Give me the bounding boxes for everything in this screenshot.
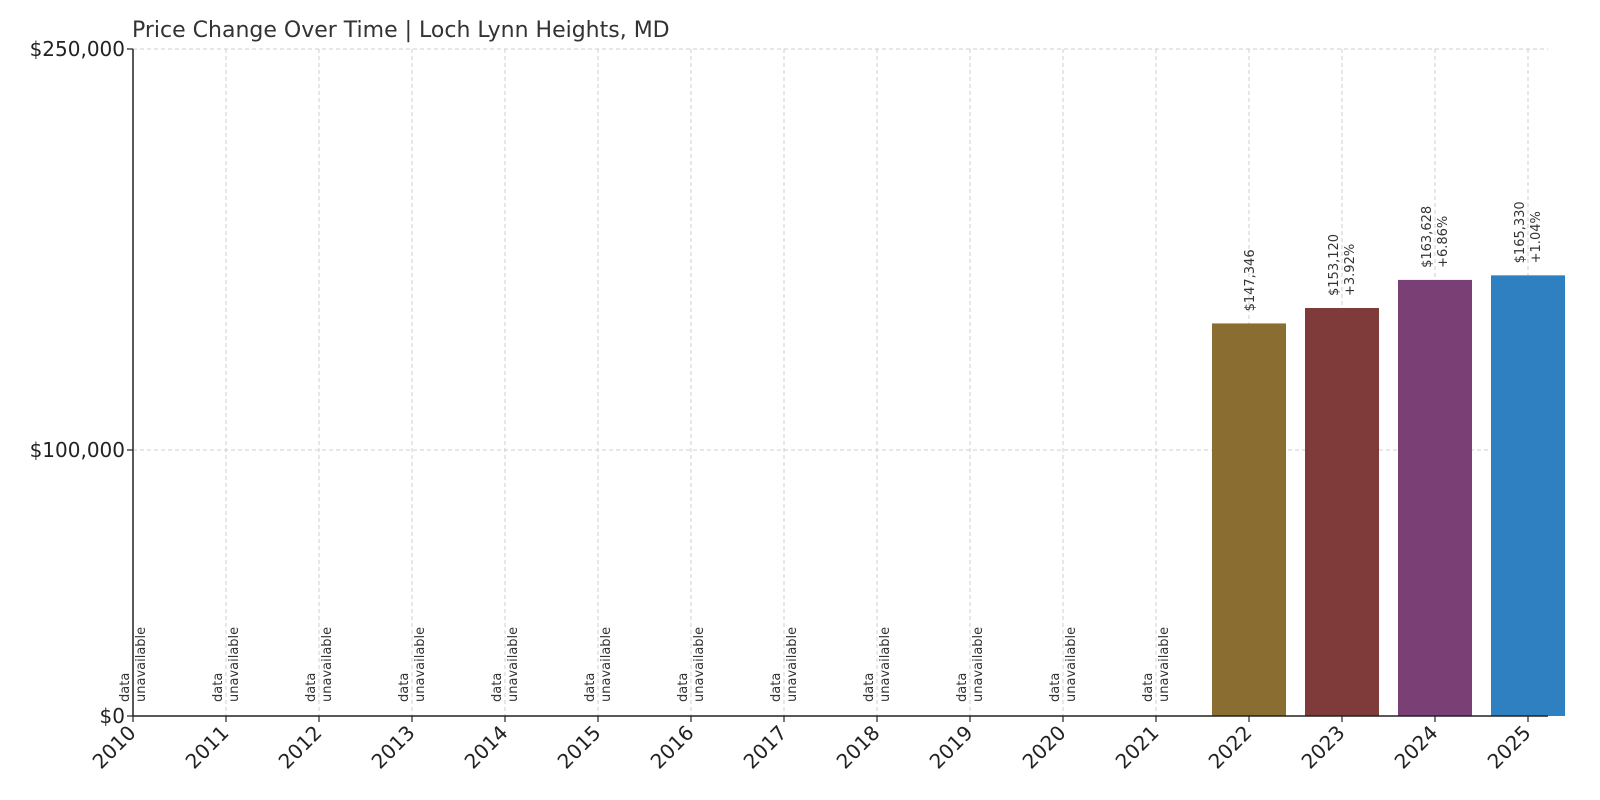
x-tick-label: 2012 bbox=[274, 721, 327, 774]
x-tick-label: 2021 bbox=[1111, 721, 1164, 774]
x-tick-label: 2017 bbox=[739, 721, 792, 774]
data-unavailable-label: dataunavailable bbox=[211, 627, 242, 702]
data-unavailable-label: dataunavailable bbox=[1048, 627, 1079, 702]
data-unavailable-label: dataunavailable bbox=[397, 627, 428, 702]
data-unavailable-label: dataunavailable bbox=[118, 627, 149, 702]
bar-2023 bbox=[1305, 307, 1379, 716]
y-axis-ticks: $0 $100,000 $250,000 bbox=[30, 37, 133, 728]
bar-value-label: $153,120+3.92% bbox=[1327, 234, 1358, 296]
y-tick-label: $100,000 bbox=[30, 438, 125, 462]
data-unavailable-label: dataunavailable bbox=[1141, 627, 1172, 702]
axes-layer bbox=[132, 49, 1548, 717]
x-tick-label: 2024 bbox=[1390, 721, 1443, 774]
bar-labels-layer: dataunavailable dataunavailable dataunavai… bbox=[118, 201, 1544, 702]
x-tick-label: 2025 bbox=[1483, 721, 1536, 774]
bar-value-label: $163,628+6.86% bbox=[1420, 206, 1451, 268]
x-axis-ticks: 2010 2011 2012 2013 2014 2015 2016 2017 2018 2019… bbox=[88, 716, 1536, 774]
data-unavailable-label: dataunavailable bbox=[676, 627, 707, 702]
bar-2024 bbox=[1398, 279, 1472, 716]
x-tick-label: 2013 bbox=[367, 721, 420, 774]
data-unavailable-label: dataunavailable bbox=[583, 627, 614, 702]
data-unavailable-label: dataunavailable bbox=[862, 627, 893, 702]
x-tick-label: 2016 bbox=[646, 721, 699, 774]
y-tick-label: $0 bbox=[100, 704, 125, 728]
x-tick-label: 2019 bbox=[925, 721, 978, 774]
bar-2022 bbox=[1212, 323, 1286, 716]
chart-title: Price Change Over Time | Loch Lynn Heigh… bbox=[132, 18, 670, 43]
data-unavailable-label: dataunavailable bbox=[490, 627, 521, 702]
x-tick-label: 2011 bbox=[181, 721, 234, 774]
bars-layer bbox=[1212, 275, 1565, 716]
data-unavailable-label: dataunavailable bbox=[955, 627, 986, 702]
x-tick-label: 2015 bbox=[553, 721, 606, 774]
bar-value-label: $147,346 bbox=[1243, 249, 1258, 311]
bar-2025 bbox=[1491, 275, 1565, 716]
x-tick-label: 2023 bbox=[1297, 721, 1350, 774]
y-tick-label: $250,000 bbox=[30, 37, 125, 61]
x-tick-label: 2022 bbox=[1204, 721, 1257, 774]
data-unavailable-label: dataunavailable bbox=[304, 627, 335, 702]
x-tick-label: 2014 bbox=[460, 721, 513, 774]
data-unavailable-label: dataunavailable bbox=[769, 627, 800, 702]
x-tick-label: 2020 bbox=[1018, 721, 1071, 774]
x-tick-label: 2018 bbox=[832, 721, 885, 774]
x-tick-label: 2010 bbox=[88, 721, 141, 774]
bar-value-label: $165,330+1.04% bbox=[1513, 201, 1544, 263]
